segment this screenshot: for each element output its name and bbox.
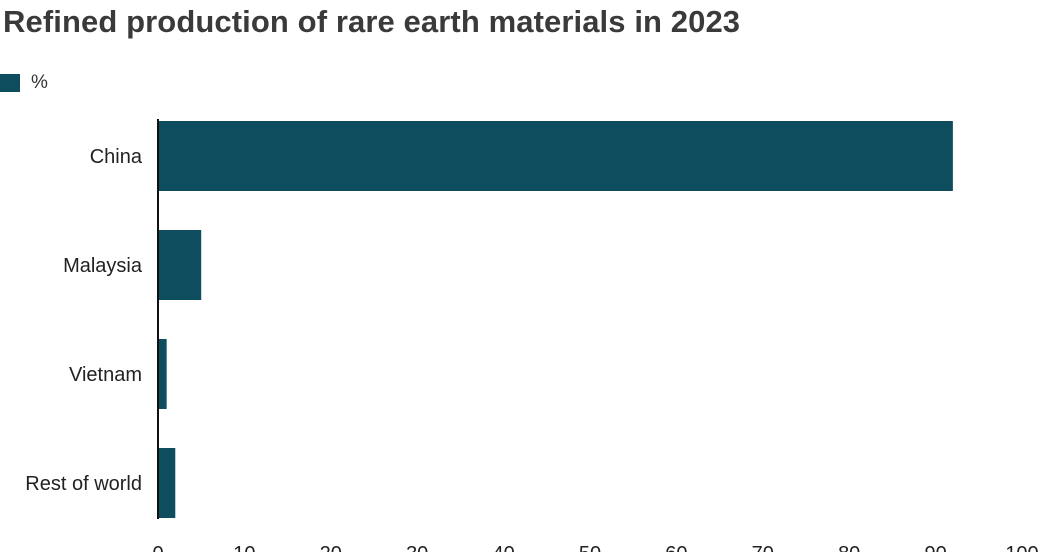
x-tick-label: 0 <box>152 543 163 552</box>
bar-rest-of-world <box>158 448 176 518</box>
legend-swatch <box>0 74 20 92</box>
category-labels: China Malaysia Vietnam Rest of world <box>25 146 143 495</box>
legend: % <box>0 72 48 94</box>
x-tick-label: 90 <box>924 543 946 552</box>
bars-group <box>158 121 953 518</box>
x-tick-label: 60 <box>665 543 687 552</box>
category-label: Vietnam <box>69 364 142 386</box>
chart-title: Refined production of rare earth materia… <box>3 4 741 39</box>
category-label: Rest of world <box>25 473 142 495</box>
category-label: China <box>90 146 143 168</box>
bar-vietnam <box>158 339 167 409</box>
x-tick-label: 100 <box>1005 543 1038 552</box>
x-tick-label: 70 <box>752 543 774 552</box>
x-tick-label: 10 <box>233 543 255 552</box>
bar-malaysia <box>158 230 202 300</box>
x-tick-label: 20 <box>320 543 342 552</box>
bar-china <box>158 121 953 191</box>
x-tick-label: 50 <box>579 543 601 552</box>
x-tick-labels: 0 10 20 30 40 50 60 70 80 90 100 <box>152 543 1038 552</box>
legend-label: % <box>31 72 48 93</box>
x-tick-label: 80 <box>838 543 860 552</box>
category-label: Malaysia <box>63 255 143 277</box>
x-tick-label: 30 <box>406 543 428 552</box>
x-tick-label: 40 <box>492 543 514 552</box>
